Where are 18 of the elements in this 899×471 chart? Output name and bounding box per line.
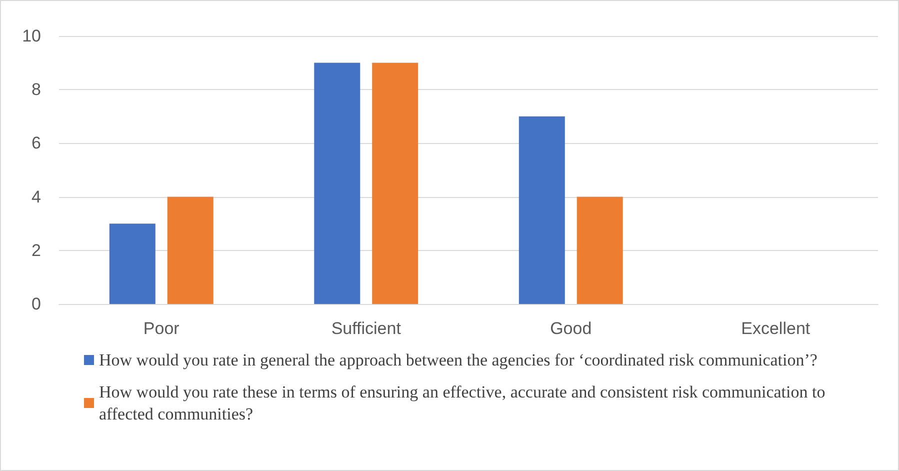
y-tick-label: 10: [22, 26, 41, 46]
x-tick-label: Poor: [143, 319, 180, 338]
bar: [576, 196, 623, 304]
bar: [372, 62, 418, 304]
y-tick-label: 8: [32, 80, 41, 100]
bar: [167, 196, 214, 304]
y-tick-label: 0: [32, 294, 41, 314]
bar: [518, 116, 565, 304]
x-tick-label: Sufficient: [331, 319, 402, 338]
bar: [314, 62, 360, 304]
bar: [109, 224, 156, 304]
legend-label: How would you rate these in terms of ensuring an effective, accurate and consistent risk communication to affected communities?: [99, 382, 830, 424]
legend-label: How would you rate in general the approach between the agencies for ‘coordinated risk communication’?: [99, 350, 818, 370]
y-tick-label: 6: [32, 134, 41, 153]
x-tick-label: Good: [550, 319, 592, 338]
y-tick-label: 4: [32, 187, 41, 206]
y-tick-label: 2: [32, 240, 41, 260]
x-tick-label: Excellent: [741, 319, 810, 338]
